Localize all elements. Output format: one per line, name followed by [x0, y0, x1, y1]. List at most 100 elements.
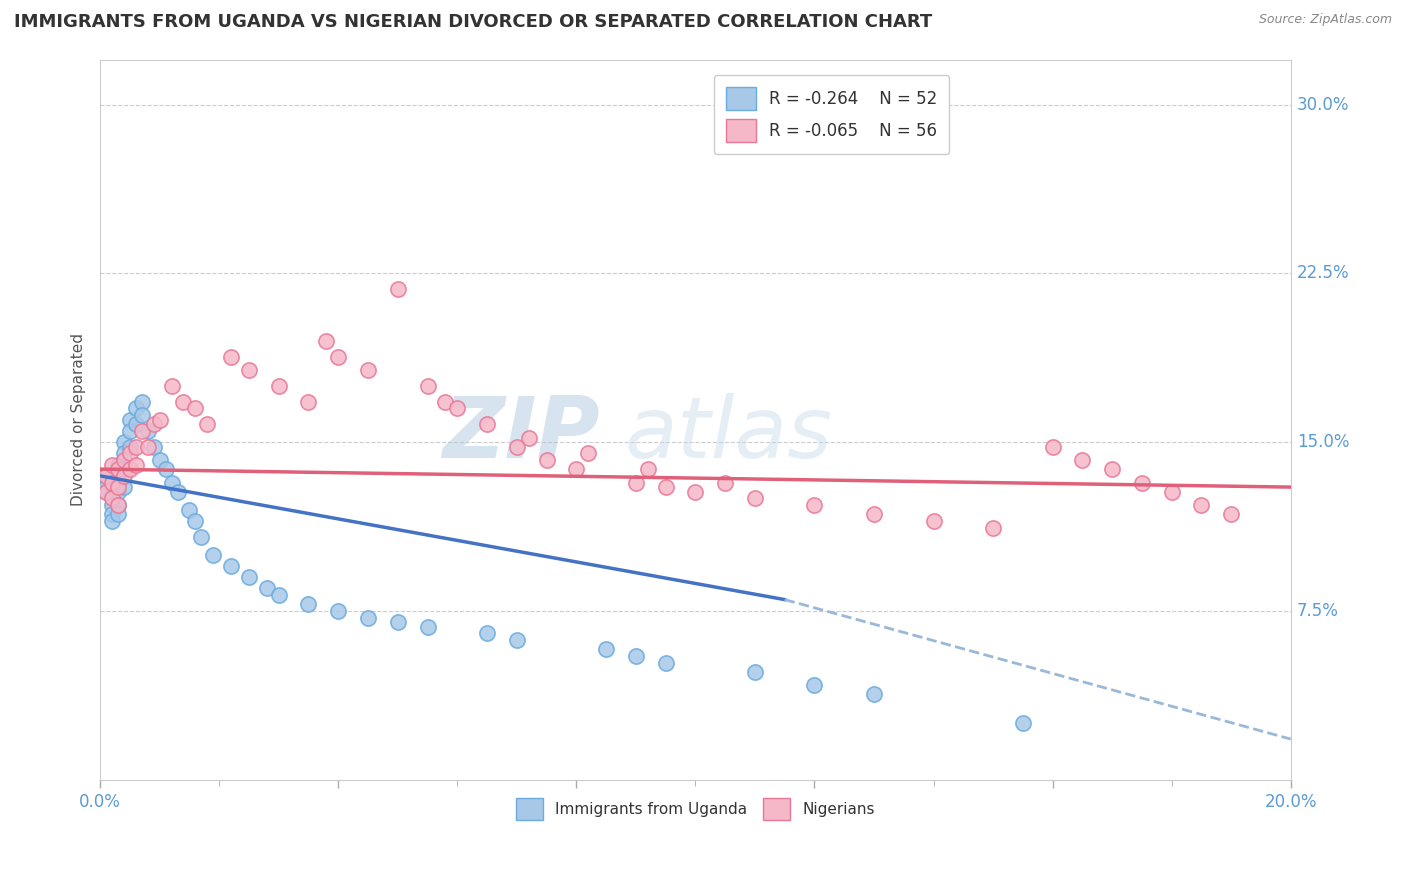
Point — [107, 480, 129, 494]
Point — [517, 431, 540, 445]
Point — [94, 484, 117, 499]
Point — [315, 334, 337, 348]
Point — [1130, 475, 1153, 490]
Point — [136, 424, 159, 438]
Point — [131, 394, 153, 409]
Point — [1011, 716, 1033, 731]
Point — [131, 408, 153, 422]
Point — [160, 379, 183, 393]
Point — [107, 498, 129, 512]
Point — [179, 502, 201, 516]
Point — [475, 417, 498, 431]
Y-axis label: Divorced or Separated: Divorced or Separated — [72, 333, 86, 506]
Point — [446, 401, 468, 416]
Point — [101, 507, 124, 521]
Point — [803, 498, 825, 512]
Point — [112, 468, 135, 483]
Text: atlas: atlas — [624, 392, 832, 475]
Text: 15.0%: 15.0% — [1296, 434, 1350, 451]
Point — [125, 401, 148, 416]
Point — [131, 424, 153, 438]
Point — [267, 588, 290, 602]
Text: 7.5%: 7.5% — [1296, 602, 1339, 620]
Point — [112, 480, 135, 494]
Point — [195, 417, 218, 431]
Point — [1042, 440, 1064, 454]
Point — [297, 597, 319, 611]
Point — [576, 446, 599, 460]
Point — [101, 491, 124, 506]
Point — [112, 462, 135, 476]
Point — [595, 642, 617, 657]
Point — [107, 507, 129, 521]
Point — [624, 475, 647, 490]
Point — [155, 462, 177, 476]
Point — [387, 615, 409, 629]
Point — [267, 379, 290, 393]
Point — [1220, 507, 1243, 521]
Point — [744, 491, 766, 506]
Point — [357, 610, 380, 624]
Point — [434, 394, 457, 409]
Point — [101, 491, 124, 506]
Point — [744, 665, 766, 679]
Point — [506, 633, 529, 648]
Point — [981, 520, 1004, 534]
Point — [654, 480, 676, 494]
Point — [654, 656, 676, 670]
Point — [118, 446, 141, 460]
Point — [714, 475, 737, 490]
Point — [1191, 498, 1213, 512]
Point — [357, 363, 380, 377]
Point — [202, 548, 225, 562]
Point — [475, 626, 498, 640]
Point — [506, 440, 529, 454]
Point — [94, 480, 117, 494]
Point — [107, 458, 129, 472]
Point — [125, 458, 148, 472]
Point — [1071, 453, 1094, 467]
Point — [142, 440, 165, 454]
Point — [863, 687, 886, 701]
Point — [125, 417, 148, 431]
Point — [94, 468, 117, 483]
Point — [101, 475, 124, 490]
Point — [1101, 462, 1123, 476]
Legend: Immigrants from Uganda, Nigerians: Immigrants from Uganda, Nigerians — [509, 792, 882, 826]
Point — [328, 350, 350, 364]
Text: ZIP: ZIP — [443, 392, 600, 475]
Point — [238, 570, 260, 584]
Point — [112, 435, 135, 450]
Point — [863, 507, 886, 521]
Text: Source: ZipAtlas.com: Source: ZipAtlas.com — [1258, 13, 1392, 27]
Point — [172, 394, 194, 409]
Point — [184, 401, 207, 416]
Point — [685, 484, 707, 499]
Point — [125, 440, 148, 454]
Point — [238, 363, 260, 377]
Point — [219, 558, 242, 573]
Point — [387, 282, 409, 296]
Point — [160, 475, 183, 490]
Point — [94, 484, 117, 499]
Point — [107, 484, 129, 499]
Point — [149, 453, 172, 467]
Point — [107, 498, 129, 512]
Text: 22.5%: 22.5% — [1296, 264, 1350, 283]
Point — [118, 424, 141, 438]
Point — [219, 350, 242, 364]
Point — [416, 619, 439, 633]
Point — [118, 412, 141, 426]
Text: 30.0%: 30.0% — [1296, 95, 1350, 113]
Point — [149, 412, 172, 426]
Point — [256, 582, 278, 596]
Point — [637, 462, 659, 476]
Point — [107, 462, 129, 476]
Text: IMMIGRANTS FROM UGANDA VS NIGERIAN DIVORCED OR SEPARATED CORRELATION CHART: IMMIGRANTS FROM UGANDA VS NIGERIAN DIVOR… — [14, 13, 932, 31]
Point — [803, 678, 825, 692]
Point — [107, 468, 129, 483]
Point — [101, 498, 124, 512]
Point — [136, 440, 159, 454]
Point — [112, 453, 135, 467]
Point — [118, 440, 141, 454]
